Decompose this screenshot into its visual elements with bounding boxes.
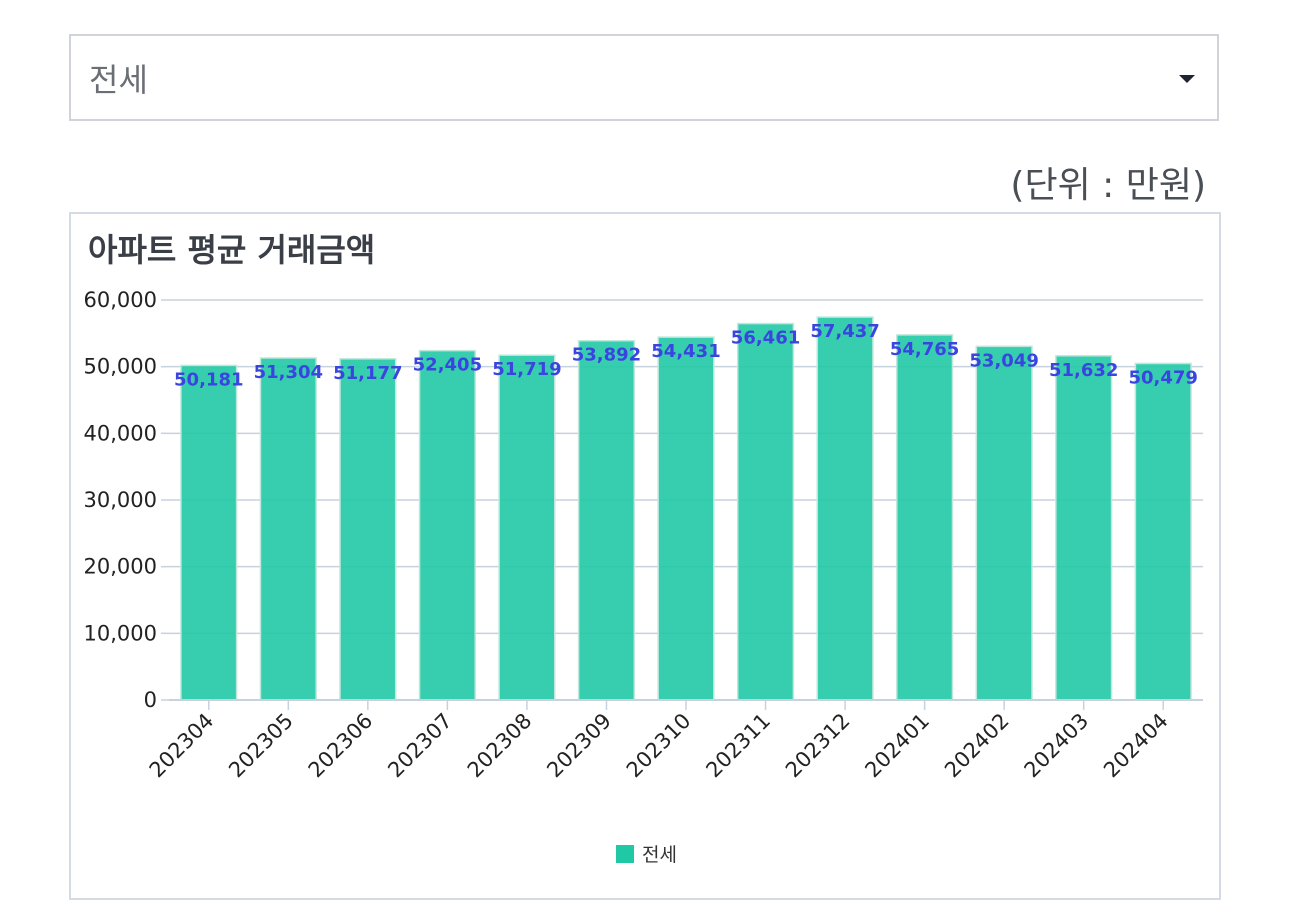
caret-down-icon <box>1179 75 1195 83</box>
bar <box>259 357 317 701</box>
x-tick-label: 202311 <box>701 709 775 783</box>
bar <box>498 354 556 701</box>
bar-value-label: 51,304 <box>254 362 323 383</box>
x-tick-label: 202307 <box>383 709 457 783</box>
x-tick-label: 202402 <box>940 709 1014 783</box>
y-tick-label: 40,000 <box>84 421 157 445</box>
x-tick-label: 202309 <box>542 709 616 783</box>
unit-label: (단위 : 만원) <box>1010 165 1206 206</box>
y-tick-label: 0 <box>144 688 157 712</box>
x-tick-label: 202401 <box>860 709 934 783</box>
bar-value-label: 54,765 <box>890 339 959 360</box>
bar <box>657 336 715 701</box>
x-tick-label: 202312 <box>781 709 855 783</box>
y-tick-label: 50,000 <box>84 355 157 379</box>
bar-value-label: 53,049 <box>969 350 1038 371</box>
bar-value-label: 51,632 <box>1049 360 1118 381</box>
bar-value-label: 51,719 <box>492 359 561 380</box>
bar-value-label: 51,177 <box>333 363 402 384</box>
x-tick-label: 202310 <box>622 709 696 783</box>
y-tick-label: 20,000 <box>84 555 157 579</box>
x-tick-label: 202306 <box>304 709 378 783</box>
bar-value-label: 56,461 <box>731 328 800 349</box>
bar <box>339 358 397 701</box>
deal-type-select-value: 전세 <box>89 61 148 99</box>
y-tick-label: 60,000 <box>84 288 157 312</box>
y-tick-label: 10,000 <box>84 621 157 645</box>
bar-value-label: 50,479 <box>1128 367 1197 388</box>
bar-value-label: 53,892 <box>572 345 641 366</box>
bar-value-label: 52,405 <box>413 355 482 376</box>
legend-swatch-icon <box>616 844 634 863</box>
bar <box>736 322 795 701</box>
bar-value-label: 57,437 <box>810 321 879 342</box>
bar <box>418 349 476 701</box>
legend-label: 전세 <box>642 844 677 866</box>
chart-title: 아파트 평균 거래금액 <box>88 231 376 269</box>
x-tick-label: 202403 <box>1020 709 1094 783</box>
bar <box>1055 355 1113 701</box>
bar <box>180 364 238 701</box>
y-tick-label: 30,000 <box>84 488 157 512</box>
bar <box>577 339 636 701</box>
bar-value-label: 50,181 <box>174 369 243 390</box>
bar-value-label: 54,431 <box>651 341 720 362</box>
chart-legend[interactable]: 전세 <box>616 840 677 867</box>
deal-type-select[interactable]: 전세 <box>69 34 1219 121</box>
bar <box>1134 362 1192 701</box>
chart-panel: 아파트 평균 거래금액 0 10,000 20,000 30,000 40,000 50,… <box>69 212 1221 900</box>
x-tick-label: 202308 <box>463 709 537 783</box>
bar-chart: 0 10,000 20,000 30,000 40,000 50,000 60,000 50,… <box>84 288 1203 783</box>
x-tick-label: 202305 <box>224 709 298 783</box>
bar <box>975 345 1033 701</box>
bar <box>896 334 954 701</box>
x-tick-label: 202304 <box>145 709 219 783</box>
x-tick-label: 202404 <box>1099 709 1173 783</box>
bar <box>816 316 874 701</box>
